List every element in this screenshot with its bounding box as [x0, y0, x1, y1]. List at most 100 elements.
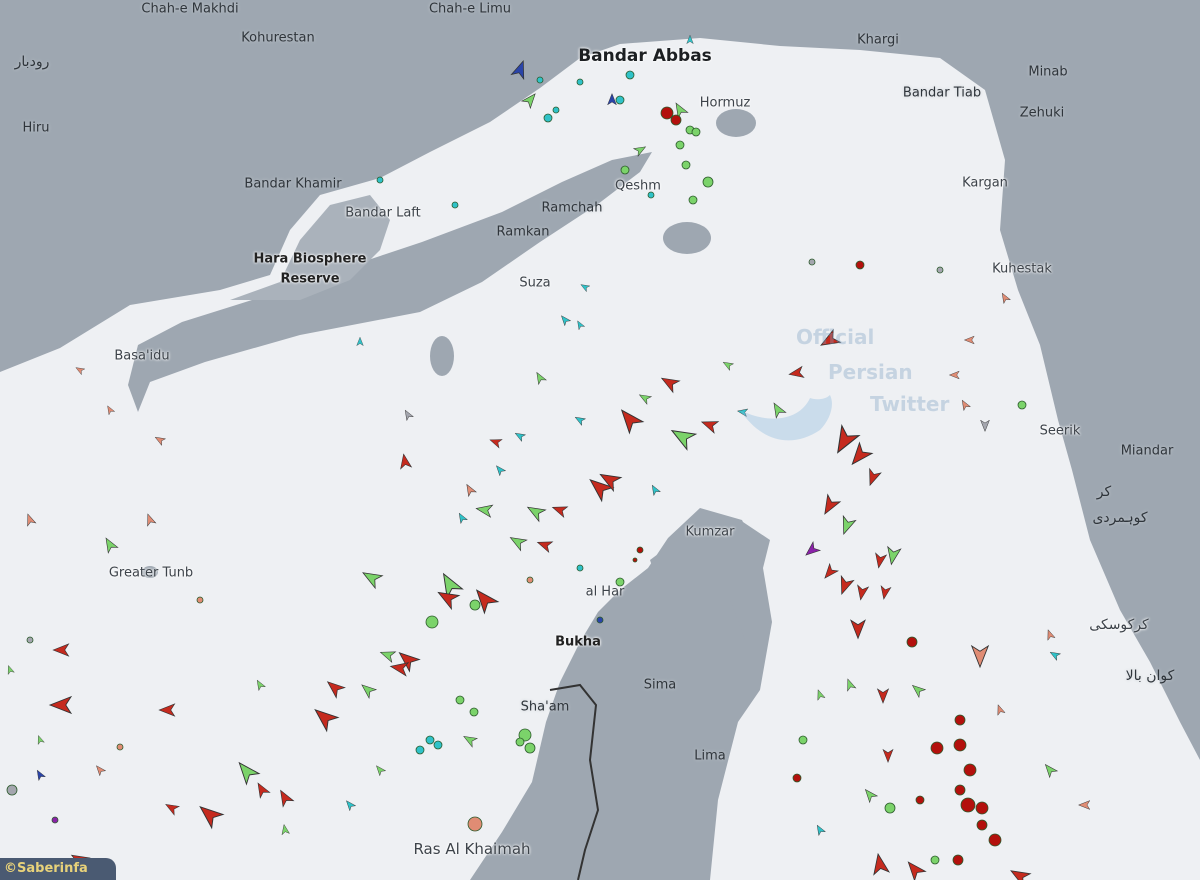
vessel-arrow-icon[interactable]: [909, 682, 927, 699]
vessel-arrow-icon[interactable]: [769, 400, 787, 419]
vessel-arrow-icon[interactable]: [74, 365, 86, 376]
vessel-arrow-icon[interactable]: [310, 703, 340, 733]
vessel-arrow-icon[interactable]: [398, 453, 413, 470]
vessel-anchored-dot[interactable]: [660, 106, 674, 120]
vessel-arrow-icon[interactable]: [632, 143, 648, 157]
vessel-arrow-icon[interactable]: [24, 512, 37, 527]
vessel-arrow-icon[interactable]: [254, 678, 267, 692]
vessel-anchored-dot[interactable]: [952, 854, 964, 866]
vessel-arrow-icon[interactable]: [948, 370, 960, 380]
vessel-anchored-dot[interactable]: [808, 258, 816, 266]
vessel-arrow-icon[interactable]: [520, 90, 539, 110]
vessel-anchored-dot[interactable]: [524, 742, 536, 754]
vessel-anchored-dot[interactable]: [647, 191, 655, 199]
vessel-anchored-dot[interactable]: [988, 833, 1002, 847]
vessel-arrow-icon[interactable]: [846, 441, 874, 470]
vessel-arrow-icon[interactable]: [637, 391, 653, 405]
vessel-arrow-icon[interactable]: [35, 734, 45, 746]
vessel-anchored-dot[interactable]: [552, 106, 560, 114]
vessel-anchored-dot[interactable]: [954, 714, 966, 726]
vessel-arrow-icon[interactable]: [864, 467, 882, 488]
vessel-anchored-dot[interactable]: [930, 741, 944, 755]
vessel-arrow-icon[interactable]: [389, 660, 410, 677]
vessel-anchored-dot[interactable]: [576, 78, 584, 86]
vessel-arrow-icon[interactable]: [885, 545, 902, 566]
vessel-anchored-dot[interactable]: [596, 616, 604, 624]
vessel-arrow-icon[interactable]: [963, 335, 975, 345]
vessel-arrow-icon[interactable]: [788, 365, 805, 380]
vessel-arrow-icon[interactable]: [34, 768, 47, 782]
vessel-anchored-dot[interactable]: [518, 728, 532, 742]
vessel-arrow-icon[interactable]: [461, 732, 479, 748]
vessel-arrow-icon[interactable]: [829, 423, 861, 458]
vessel-arrow-icon[interactable]: [980, 419, 990, 433]
vessel-arrow-icon[interactable]: [323, 677, 346, 699]
vessel-arrow-icon[interactable]: [903, 857, 927, 880]
vessel-arrow-icon[interactable]: [870, 852, 891, 876]
vessel-arrow-icon[interactable]: [195, 800, 225, 830]
vessel-anchored-dot[interactable]: [702, 176, 714, 188]
vessel-arrow-icon[interactable]: [814, 688, 826, 701]
vessel-anchored-dot[interactable]: [51, 816, 59, 824]
vessel-anchored-dot[interactable]: [376, 176, 384, 184]
vessel-arrow-icon[interactable]: [721, 359, 735, 372]
vessel-anchored-dot[interactable]: [930, 855, 940, 865]
vessel-arrow-icon[interactable]: [513, 430, 527, 443]
vessel-anchored-dot[interactable]: [543, 113, 553, 123]
vessel-arrow-icon[interactable]: [1007, 865, 1032, 880]
vessel-arrow-icon[interactable]: [585, 473, 615, 503]
vessel-anchored-dot[interactable]: [632, 557, 638, 563]
vessel-arrow-icon[interactable]: [821, 562, 840, 582]
vessel-arrow-icon[interactable]: [850, 619, 866, 640]
vessel-arrow-icon[interactable]: [379, 647, 397, 664]
vessel-anchored-dot[interactable]: [451, 201, 459, 209]
vessel-arrow-icon[interactable]: [48, 695, 73, 715]
vessel-arrow-icon[interactable]: [253, 780, 271, 799]
vessel-arrow-icon[interactable]: [999, 291, 1012, 305]
vessel-anchored-dot[interactable]: [681, 160, 691, 170]
vessel-arrow-icon[interactable]: [686, 34, 694, 45]
vessel-arrow-icon[interactable]: [736, 407, 749, 418]
vessel-arrow-icon[interactable]: [844, 677, 857, 692]
vessel-arrow-icon[interactable]: [814, 823, 827, 837]
vessel-arrow-icon[interactable]: [475, 503, 494, 518]
vessel-anchored-dot[interactable]: [960, 797, 976, 813]
vessel-anchored-dot[interactable]: [691, 127, 701, 137]
vessel-anchored-dot[interactable]: [620, 165, 630, 175]
vessel-anchored-dot[interactable]: [953, 738, 967, 752]
vessel-anchored-dot[interactable]: [116, 743, 124, 751]
vessel-arrow-icon[interactable]: [1077, 800, 1091, 810]
vessel-anchored-dot[interactable]: [975, 801, 989, 815]
vessel-arrow-icon[interactable]: [158, 703, 176, 717]
vessel-arrow-icon[interactable]: [838, 514, 857, 536]
vessel-anchored-dot[interactable]: [670, 114, 682, 126]
vessel-anchored-dot[interactable]: [936, 266, 944, 274]
vessel-arrow-icon[interactable]: [873, 552, 888, 569]
vessel-anchored-dot[interactable]: [196, 596, 204, 604]
vessel-anchored-dot[interactable]: [425, 615, 439, 629]
vessel-arrow-icon[interactable]: [280, 823, 291, 836]
vessel-arrow-icon[interactable]: [579, 282, 591, 293]
vessel-anchored-dot[interactable]: [415, 745, 425, 755]
vessel-anchored-dot[interactable]: [636, 546, 644, 554]
vessel-arrow-icon[interactable]: [668, 423, 698, 451]
vessel-arrow-icon[interactable]: [359, 567, 384, 590]
vessel-arrow-icon[interactable]: [105, 404, 116, 416]
vessel-arrow-icon[interactable]: [470, 585, 500, 615]
vessel-anchored-dot[interactable]: [906, 636, 918, 648]
vessel-arrow-icon[interactable]: [488, 436, 503, 449]
vessel-anchored-dot[interactable]: [6, 784, 18, 796]
vessel-arrow-icon[interactable]: [836, 574, 855, 596]
vessel-anchored-dot[interactable]: [455, 695, 465, 705]
vessel-arrow-icon[interactable]: [970, 644, 990, 669]
vessel-arrow-icon[interactable]: [163, 800, 181, 816]
vessel-anchored-dot[interactable]: [915, 795, 925, 805]
vessel-arrow-icon[interactable]: [52, 643, 70, 657]
vessel-arrow-icon[interactable]: [493, 463, 507, 477]
vessel-anchored-dot[interactable]: [26, 636, 34, 644]
vessel-anchored-dot[interactable]: [954, 784, 966, 796]
vessel-arrow-icon[interactable]: [607, 92, 617, 106]
vessel-arrow-icon[interactable]: [358, 681, 378, 700]
vessel-arrow-icon[interactable]: [5, 664, 15, 676]
vessel-anchored-dot[interactable]: [675, 140, 685, 150]
